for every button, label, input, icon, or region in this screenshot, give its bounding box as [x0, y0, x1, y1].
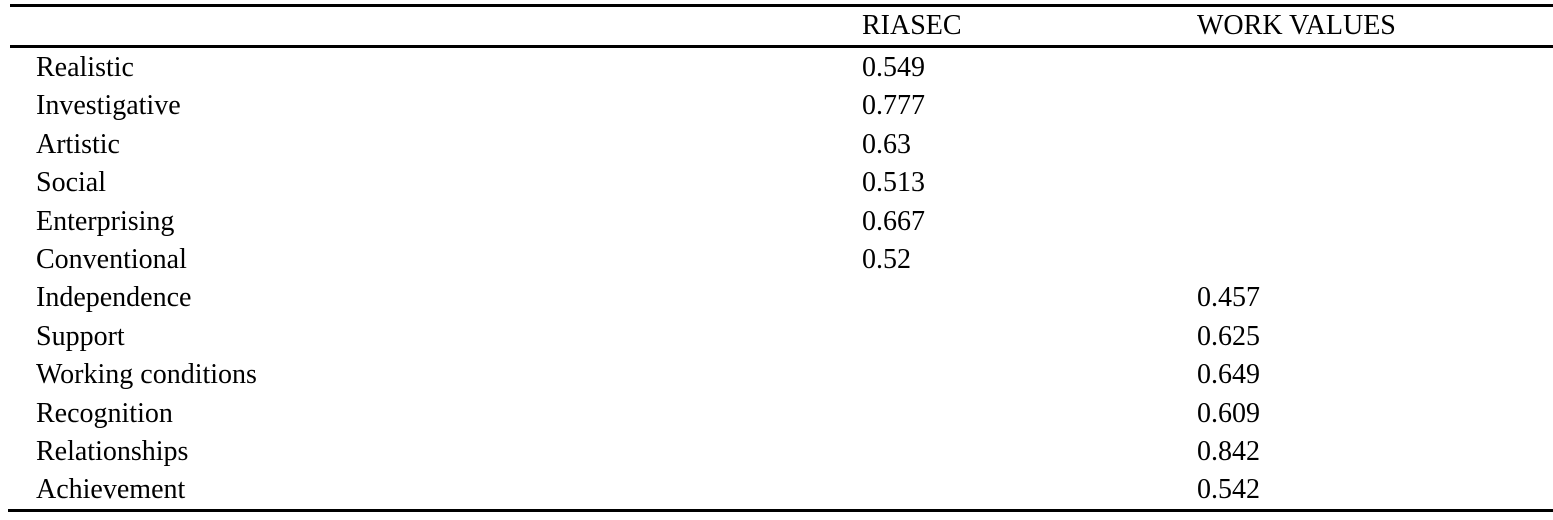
- row-label: Working conditions: [36, 359, 257, 391]
- row-label: Relationships: [36, 436, 189, 467]
- table-row: Investigative 0.777: [0, 87, 1553, 125]
- table-row: Achievement 0.542: [0, 471, 1553, 509]
- row-label: Realistic: [36, 52, 134, 83]
- header-riasec: RIASEC: [862, 10, 962, 41]
- table-row: Social 0.513: [0, 164, 1553, 202]
- header-work-values: WORK VALUES: [1197, 10, 1396, 41]
- row-label: Investigative: [36, 90, 181, 122]
- row-label: Achievement: [36, 474, 186, 506]
- table-row: Recognition 0.609: [0, 395, 1553, 433]
- work-values-value: 0.457: [1197, 282, 1260, 314]
- row-label: Social: [36, 167, 106, 199]
- header-rule: [10, 45, 1553, 48]
- table-row: Relationships 0.842: [0, 433, 1553, 471]
- riasec-value: 0.667: [862, 205, 925, 237]
- table-row: Artistic 0.63: [0, 126, 1553, 164]
- row-label: Support: [36, 320, 125, 352]
- work-values-value: 0.625: [1197, 320, 1260, 352]
- riasec-value: 0.52: [862, 244, 911, 275]
- table-row: Realistic 0.549: [0, 49, 1553, 87]
- table-row: Support 0.625: [0, 318, 1553, 356]
- riasec-value: 0.549: [862, 52, 925, 83]
- table-row: Conventional 0.52: [0, 241, 1553, 279]
- work-values-value: 0.542: [1197, 474, 1260, 506]
- row-label: Artistic: [36, 128, 120, 160]
- work-values-value: 0.609: [1197, 397, 1260, 429]
- work-values-value: 0.649: [1197, 359, 1260, 391]
- row-label: Conventional: [36, 244, 187, 275]
- table-row: Enterprising 0.667: [0, 203, 1553, 241]
- table-row: Working conditions 0.649: [0, 356, 1553, 394]
- bottom-rule: [8, 509, 1553, 512]
- work-values-value: 0.842: [1197, 436, 1260, 467]
- table-row: Independence 0.457: [0, 279, 1553, 317]
- row-label: Independence: [36, 282, 192, 314]
- riasec-value: 0.63: [862, 128, 911, 160]
- row-label: Recognition: [36, 397, 173, 429]
- riasec-value: 0.513: [862, 167, 925, 199]
- riasec-value: 0.777: [862, 90, 925, 122]
- top-rule: [10, 4, 1553, 7]
- row-label: Enterprising: [36, 205, 175, 237]
